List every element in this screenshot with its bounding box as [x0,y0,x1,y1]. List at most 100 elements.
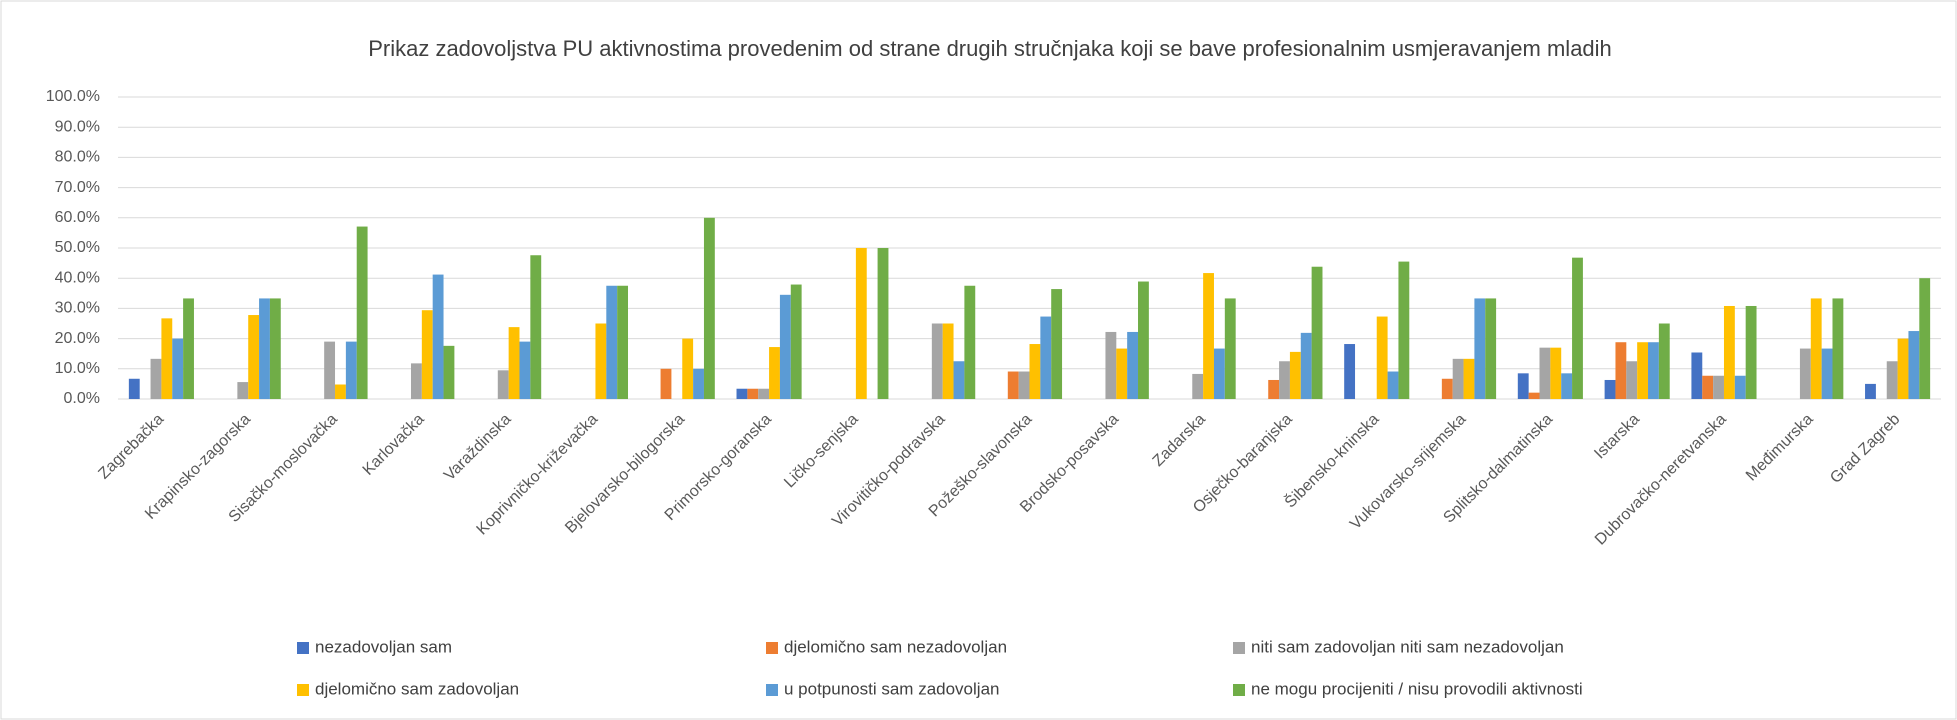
bar [1897,338,1909,399]
bar [1908,331,1920,399]
bar [660,368,672,399]
y-tick-label: 40.0% [55,269,100,286]
bar [421,310,433,399]
bar [942,323,954,399]
bar [1279,361,1290,399]
bar [1702,375,1714,399]
legend-label: nezadovoljan sam [315,637,452,656]
bar [1116,348,1128,399]
bar [1311,266,1323,399]
bar [497,370,509,399]
y-tick-label: 70.0% [55,179,100,196]
bar [1300,332,1312,399]
bar [1832,298,1844,399]
bar [1387,371,1399,399]
bar [335,384,346,399]
bar [1919,278,1931,399]
bar [1224,298,1236,399]
bar [779,294,791,399]
bar [1029,344,1041,399]
bar [128,378,140,399]
bar [1105,331,1117,399]
bar [1615,342,1627,399]
bar [1474,298,1486,399]
bar [1452,358,1464,399]
bar [964,285,976,399]
bar [1040,316,1052,399]
y-tick-label: 20.0% [55,330,100,347]
bar [1550,347,1562,399]
bar [1821,348,1833,399]
bar [1561,373,1573,399]
bar [1865,383,1876,399]
bar [508,327,520,399]
bar [1528,392,1540,399]
bar [1203,273,1214,399]
bar [855,248,867,399]
bar [682,338,694,399]
bar [1745,305,1757,399]
bar [237,382,249,399]
bar [606,285,618,399]
bar [1539,347,1551,399]
bar [1799,348,1811,399]
bar [1463,358,1475,399]
bar [1018,371,1030,399]
bar [1637,342,1649,399]
y-tick-label: 80.0% [55,149,100,166]
y-tick-label: 60.0% [55,209,100,226]
y-tick-label: 0.0% [64,390,100,407]
bar [269,298,281,399]
bar [248,315,260,399]
bar [1648,342,1659,399]
bar [530,255,542,399]
bar [443,345,455,399]
bar [183,298,194,399]
bar [736,388,748,399]
bar [1398,261,1410,399]
bar [1517,373,1529,399]
bar [1626,361,1638,399]
legend-swatch [1233,642,1245,654]
bar [1344,344,1356,399]
bar [1713,375,1724,399]
bar [790,284,802,399]
bar [1604,379,1616,399]
legend-label: u potpunosti sam zadovoljan [784,679,999,698]
bar [432,274,444,399]
bar [345,341,357,399]
legend-label: djelomično sam zadovoljan [315,679,519,698]
bar [1572,257,1583,399]
y-tick-label: 10.0% [55,360,100,377]
bar [1441,378,1453,399]
bar [703,217,715,399]
bar [769,347,780,399]
bar [1723,305,1735,399]
legend-label: djelomično sam nezadovoljan [784,637,1007,656]
bar [150,358,162,399]
bar [595,323,607,399]
bar [1810,298,1822,399]
legend-swatch [766,684,778,696]
chart-title: Prikaz zadovoljstva PU aktivnostima prov… [368,36,1612,61]
bar [1658,323,1670,399]
bar [1289,351,1301,399]
legend-swatch [766,642,778,654]
bar [161,318,173,399]
bar [324,341,336,399]
bar [1691,352,1703,399]
bar [1268,379,1280,399]
legend-swatch [297,684,309,696]
y-tick-label: 30.0% [55,300,100,317]
bar [410,363,422,399]
legend-swatch [1233,684,1245,696]
bar [931,323,943,399]
y-tick-label: 50.0% [55,239,100,256]
bar [1376,316,1388,399]
bar [747,388,759,399]
bar [1886,361,1898,399]
bar [617,285,629,399]
y-tick-label: 90.0% [55,118,100,135]
bar [953,361,965,399]
